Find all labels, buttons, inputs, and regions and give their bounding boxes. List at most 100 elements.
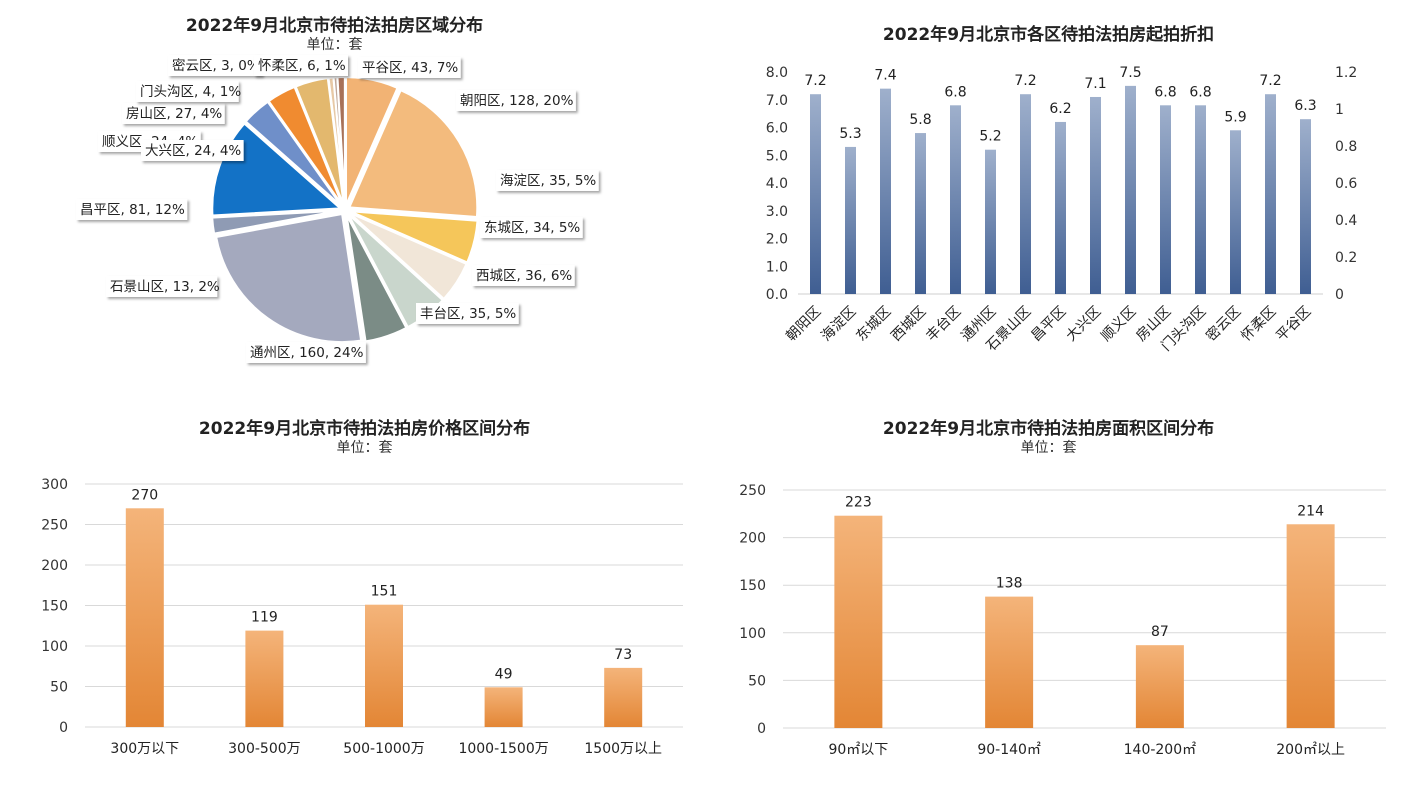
bar-2 <box>880 88 891 295</box>
x-tick-label-7: 昌平区 <box>1028 304 1069 345</box>
bar-1 <box>985 596 1034 728</box>
y2-tick-label: 1.2 <box>1335 65 1357 81</box>
pie-slice-9 <box>244 100 343 208</box>
y-tick-label: 300 <box>41 477 68 493</box>
y-tick-label: 50 <box>50 680 68 696</box>
pie-label-0: 平谷区, 43, 7% <box>362 60 458 76</box>
y-tick-label: 2.0 <box>766 232 788 248</box>
district-pie-title: 2022年9月北京市待拍法拍房区域分布 <box>185 16 484 36</box>
x-tick-label-4: 1500万以上 <box>584 741 662 757</box>
y-tick-label: 250 <box>739 483 766 499</box>
pie-slice-1 <box>347 88 479 219</box>
data-label-8: 7.1 <box>1084 76 1106 92</box>
data-label-2: 7.4 <box>874 68 896 84</box>
y2-tick-label: 0.6 <box>1335 176 1357 192</box>
pie-slice-3 <box>348 211 468 301</box>
price-bar-subtitle: 单位：套 <box>336 440 393 456</box>
pie-label-4: 西城区, 36, 6% <box>476 268 572 284</box>
bar-4 <box>604 667 643 727</box>
pie-slices <box>211 76 479 344</box>
bar-3 <box>1286 524 1335 728</box>
data-label-6: 7.2 <box>1014 73 1036 89</box>
x-tick-label-1: 300-500万 <box>228 741 301 757</box>
pie-label-box-7 <box>106 276 218 297</box>
y-tick-label: 6.0 <box>766 121 788 137</box>
pie-slice-0 <box>345 76 399 206</box>
area-bar-panel: 2022年9月北京市待拍法拍房面积区间分布 单位：套 0 50 100 150 200 2… <box>709 400 1418 801</box>
pie-label-box-12 <box>136 81 239 102</box>
bar-2 <box>1135 645 1184 728</box>
bar-13 <box>1265 94 1276 294</box>
y-tick-label: 250 <box>41 518 68 534</box>
data-label-0: 223 <box>845 495 872 511</box>
bar-0 <box>810 94 821 294</box>
x-tick-label-1: 海淀区 <box>818 304 859 345</box>
bar-2 <box>365 604 403 727</box>
x-tick-label-13: 怀柔区 <box>1238 304 1279 345</box>
pie-slice-5 <box>345 214 408 343</box>
district-pie-chart: 平谷区, 43, 7% 朝阳区, 128, 20% 海淀区, 35, 5% 东城区, … <box>76 55 599 363</box>
bars: 223 90㎡以下 138 90-140㎡ 87 140-200㎡ 214 200㎡以上 <box>828 495 1345 758</box>
y-tick-label: 4.0 <box>766 176 788 192</box>
pie-label-1: 朝阳区, 128, 20% <box>460 93 574 109</box>
data-label-2: 151 <box>371 584 398 600</box>
bar-3 <box>915 133 926 294</box>
x-tick-label-3: 200㎡以上 <box>1276 742 1345 758</box>
pie-label-12: 门头沟区, 4, 1% <box>140 84 241 100</box>
data-label-12: 5.9 <box>1224 109 1246 125</box>
y-tick-label: 1.0 <box>766 259 788 275</box>
x-tick-label-8: 大兴区 <box>1063 304 1104 345</box>
pie-label-11: 房山区, 27, 4% <box>126 106 222 122</box>
discount-bar-chart: 0.0 1.0 2.0 3.0 4.0 5.0 6.0 7.0 8.0 0 0.2 0.4 0.6 0.8… <box>766 65 1358 355</box>
bar-11 <box>1195 105 1206 294</box>
bar-8 <box>1090 96 1101 294</box>
x-tick-label-14: 平谷区 <box>1273 304 1314 345</box>
x-tick-label-2: 500-1000万 <box>343 741 424 757</box>
y-tick-label: 100 <box>739 626 766 642</box>
y-axis: 0 50 100 150 200 250 300 <box>41 477 683 736</box>
pie-label-box-3 <box>480 217 583 238</box>
area-bar-title: 2022年9月北京市待拍法拍房面积区间分布 <box>882 419 1215 439</box>
y-tick-label: 150 <box>41 599 68 615</box>
data-label-11: 6.8 <box>1189 84 1211 100</box>
pie-label-box-5 <box>416 303 519 324</box>
pie-label-box-2 <box>496 170 599 191</box>
bar-7 <box>1055 121 1066 294</box>
data-label-1: 138 <box>996 576 1023 592</box>
y-tick-label: 200 <box>41 558 68 574</box>
pie-label-box-6 <box>246 342 366 363</box>
x-tick-label-9: 顺义区 <box>1098 304 1139 345</box>
pie-label-8: 昌平区, 81, 12% <box>80 202 185 218</box>
x-tick-label-2: 140-200㎡ <box>1124 742 1197 758</box>
discount-bar-title: 2022年9月北京市各区待拍法拍房起拍折扣 <box>882 25 1215 45</box>
x-tick-label-2: 东城区 <box>853 304 894 345</box>
data-label-1: 119 <box>251 610 278 626</box>
data-label-5: 5.2 <box>979 129 1001 145</box>
data-label-3: 49 <box>495 666 513 682</box>
x-tick-label-0: 300万以下 <box>110 741 179 757</box>
pie-label-box-13 <box>168 55 262 76</box>
bar-14 <box>1300 119 1311 294</box>
pie-slice-14 <box>336 76 346 206</box>
data-label-13: 7.2 <box>1259 73 1281 89</box>
pie-label-box-10 <box>141 140 244 161</box>
pie-label-3: 东城区, 34, 5% <box>484 220 580 236</box>
pie-label-box-4 <box>472 265 575 286</box>
bar-6 <box>1020 94 1031 294</box>
data-label-9: 7.5 <box>1119 65 1141 81</box>
data-label-4: 6.8 <box>944 84 966 100</box>
area-bar-subtitle: 单位：套 <box>1020 440 1077 456</box>
y2-tick-label: 0 <box>1335 287 1344 303</box>
data-label-10: 6.8 <box>1154 84 1176 100</box>
discount-bar-panel: 2022年9月北京市各区待拍法拍房起拍折扣 0.0 1.0 2.0 3.0 4.0 5.0… <box>709 0 1418 390</box>
y2-tick-label: 0.4 <box>1335 213 1357 229</box>
y-tick-label: 150 <box>739 578 766 594</box>
y-tick-label: 200 <box>739 531 766 547</box>
data-label-3: 214 <box>1297 503 1324 519</box>
y-tick-label: 50 <box>748 673 766 689</box>
pie-label-2: 海淀区, 35, 5% <box>500 173 596 189</box>
x-tick-label-12: 密云区 <box>1203 303 1245 345</box>
x-tick-label-3: 西城区 <box>888 304 929 345</box>
pie-slice-8 <box>211 122 343 217</box>
pie-label-box-14 <box>254 55 348 76</box>
